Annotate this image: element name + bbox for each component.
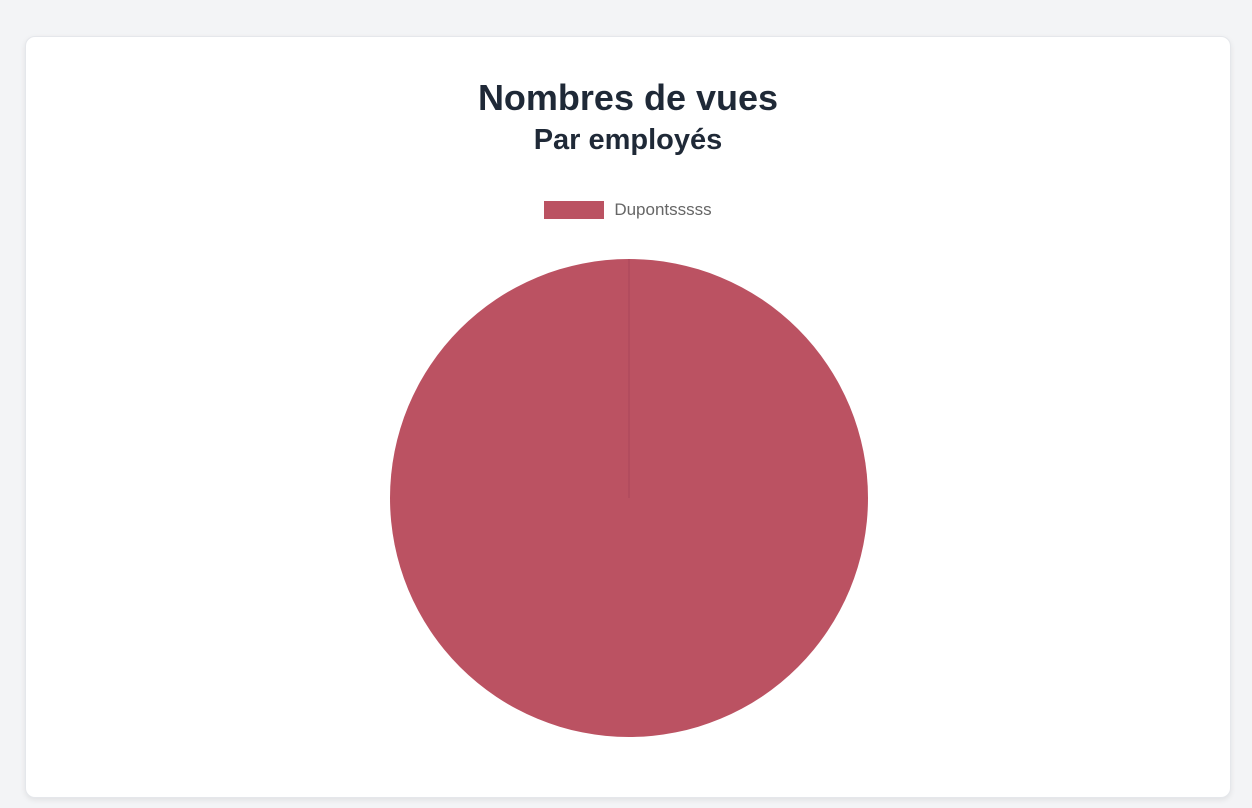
legend-label: Dupontsssss	[614, 200, 712, 219]
chart-card: Nombres de vues Par employés Dupontsssss	[25, 36, 1231, 798]
chart-legend: Dupontsssss	[26, 200, 1230, 220]
legend-swatch	[544, 201, 605, 219]
pie-chart	[390, 259, 868, 737]
chart-subtitle: Par employés	[533, 124, 723, 156]
chart-title: Nombres de vues	[477, 77, 779, 118]
legend-item[interactable]: Dupontsssss	[544, 200, 712, 220]
